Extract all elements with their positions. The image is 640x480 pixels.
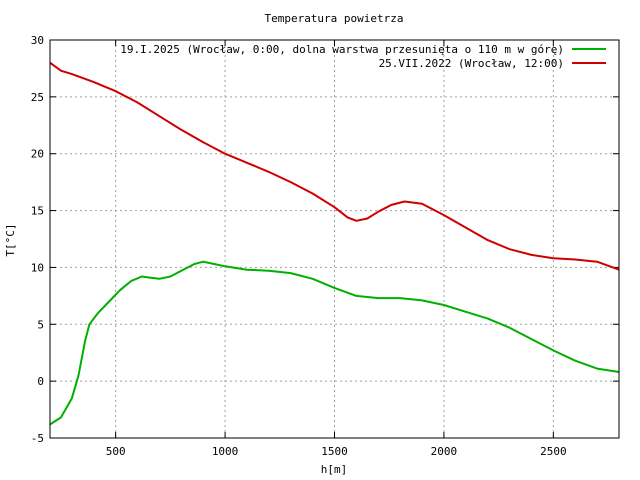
axis-ticks: 500 1000 1500 2000 2500 -5 0 5 10 15 20 25 30 xyxy=(31,34,619,458)
chart-title: Temperatura powietrza xyxy=(264,12,403,25)
grid xyxy=(50,40,619,438)
y-tick-label: 10 xyxy=(31,261,44,274)
x-tick-label: 2500 xyxy=(540,445,567,458)
y-tick-label: 15 xyxy=(31,205,44,218)
y-tick-label: 20 xyxy=(31,148,44,161)
legend-label-1: 19.I.2025 (Wrocław, 0:00, dolna warstwa … xyxy=(120,43,564,56)
legend: 19.I.2025 (Wrocław, 0:00, dolna warstwa … xyxy=(120,43,606,70)
y-tick-label: 25 xyxy=(31,91,44,104)
x-tick-label: 1000 xyxy=(212,445,239,458)
series-line-2 xyxy=(49,61,620,271)
x-axis-label: h[m] xyxy=(321,463,348,476)
y-tick-label: 30 xyxy=(31,34,44,47)
plot-frame xyxy=(49,39,620,439)
x-tick-label: 500 xyxy=(106,445,126,458)
y-tick-label: 0 xyxy=(37,375,44,388)
y-tick-label: -5 xyxy=(31,432,44,445)
series-line-1 xyxy=(49,260,620,426)
legend-label-2: 25.VII.2022 (Wrocław, 12:00) xyxy=(379,57,564,70)
x-tick-label: 2000 xyxy=(431,445,458,458)
y-axis-label: T[°C] xyxy=(4,223,17,256)
x-tick-label: 1500 xyxy=(321,445,348,458)
y-tick-label: 5 xyxy=(37,318,44,331)
series-lines xyxy=(49,61,620,426)
